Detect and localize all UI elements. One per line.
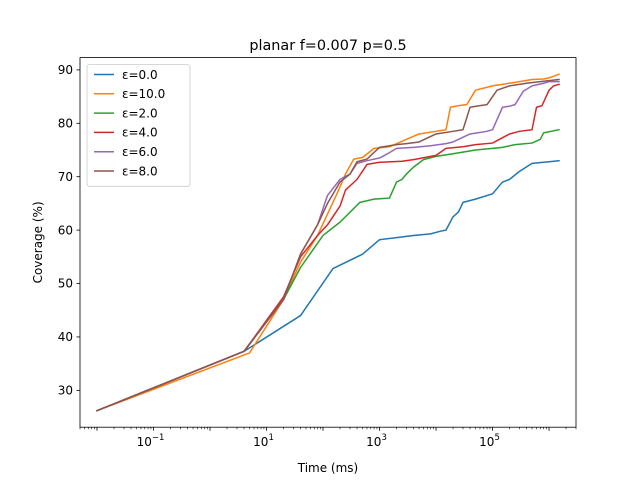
legend-label-1: ε=10.0 [122, 87, 165, 101]
x-axis-label: Time (ms) [297, 461, 359, 475]
legend: ε=0.0 ε=10.0 ε=2.0 ε=4.0 ε=6.0 ε=8.0 [86, 64, 191, 187]
chart-title: planar f=0.007 p=0.5 [249, 38, 406, 54]
x-tick-label: 103 [366, 433, 387, 449]
series-line-4 [96, 80, 560, 412]
y-tick-label: 80 [58, 116, 73, 130]
series-line-1 [96, 73, 560, 412]
y-tick-label: 40 [58, 330, 73, 344]
x-tick-label: 101 [253, 433, 274, 449]
legend-label-3: ε=4.0 [122, 126, 158, 140]
y-tick-label: 60 [58, 223, 73, 237]
series-layer [96, 73, 560, 412]
series-line-0 [96, 159, 560, 412]
legend-label-2: ε=2.0 [122, 106, 158, 120]
y-tick-label: 50 [58, 277, 73, 291]
y-axis: 30 40 50 60 70 80 90 [58, 63, 80, 398]
legend-label-5: ε=8.0 [122, 164, 158, 178]
x-tick-label: 10−1 [137, 433, 165, 449]
x-axis: 10−1 101 103 105 [79, 427, 577, 449]
legend-label-0: ε=0.0 [122, 68, 158, 82]
series-line-3 [96, 83, 560, 412]
series-line-5 [96, 78, 560, 412]
x-tick-label: 105 [479, 433, 500, 449]
y-tick-label: 30 [58, 384, 73, 398]
legend-label-4: ε=6.0 [122, 145, 158, 159]
legend-box [86, 64, 191, 187]
y-tick-label: 90 [58, 63, 73, 77]
series-line-2 [96, 128, 560, 412]
y-tick-label: 70 [58, 170, 73, 184]
plot-area-frame [79, 57, 577, 428]
y-axis-label: Coverage (%) [31, 201, 45, 283]
